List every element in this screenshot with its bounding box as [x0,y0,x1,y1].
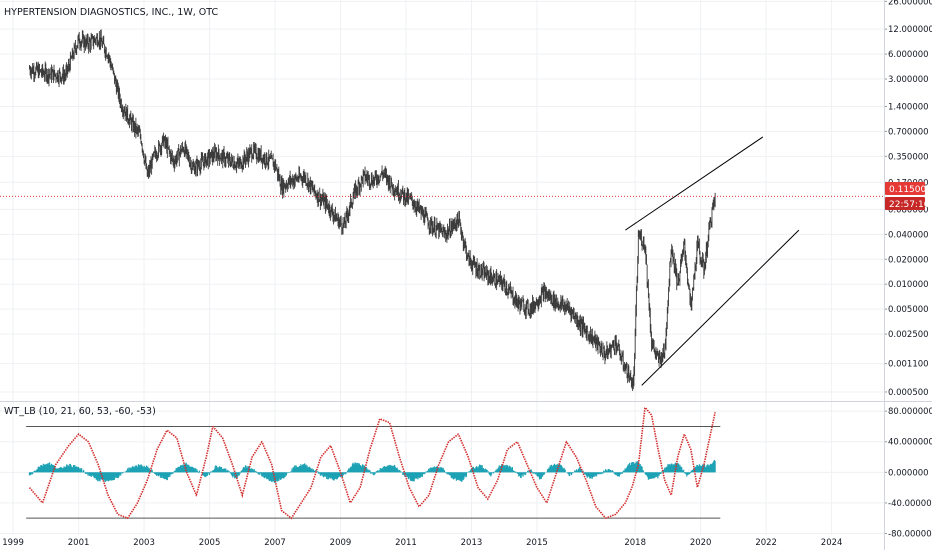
time-tick-label: 2013 [461,538,483,548]
price-tick-label: 0.040000 [888,230,929,240]
trend-channel [0,136,884,386]
channel-upper-line [625,136,764,231]
time-tick-label: 2018 [624,538,646,548]
time-tick-label: 2022 [755,538,777,548]
price-tick-label: 6.000000 [888,50,929,60]
countdown-badge: 22:57:10 [885,197,930,210]
price-tick-label: 0.002500 [888,330,929,340]
price-tick-label: 0.020000 [888,255,929,265]
price-tick-label: 1.400000 [888,102,929,112]
price-tick-label: 0.350000 [888,152,929,162]
indicator-label: WT_LB (10, 21, 60, 53, -60, -53) [4,406,156,417]
price-tick-label: 3.000000 [888,75,929,85]
wt1-line [28,406,716,520]
grid [0,0,884,535]
time-tick-label: 2005 [199,538,221,548]
channel-lower-line [641,229,800,386]
osc-tick-label: -40.000000 [888,499,932,509]
time-tick-label: 2003 [133,538,155,548]
price-tick-label: 0.000500 [888,388,929,398]
last-price-text: 0.115000 [889,185,932,195]
price-tick-label: 26.000000 [888,0,932,7]
price-tick-label: 0.080000 [888,205,929,215]
time-tick-label: 2011 [395,538,417,548]
time-tick-label: 2024 [821,538,843,548]
time-tick-label: 2001 [68,538,90,548]
chart-title: HYPERTENSION DIAGNOSTICS, INC., 1W, OTC [4,7,218,18]
time-tick-label: 2015 [526,538,548,548]
time-tick-label: 2020 [690,538,712,548]
last-price-badge: 0.115000 [885,182,932,195]
price-tick-label: 0.005000 [888,305,929,315]
time-tick-label: 2007 [264,538,286,548]
osc-tick-label: -80.000000 [888,529,932,539]
osc-tick-label: 40.000000 [888,438,932,448]
price-tick-label: 12.000000 [888,25,932,35]
time-tick-label: 2009 [330,538,352,548]
countdown-text: 22:57:10 [889,200,930,210]
wt-oscillator [26,406,721,520]
price-candles [29,29,716,392]
price-tick-label: 0.010000 [888,280,929,290]
price-tick-label: 0.700000 [888,127,929,137]
osc-tick-label: 0.000000 [888,468,929,478]
price-tick-label: 0.001100 [888,360,929,370]
osc-tick-label: 80.000000 [888,407,932,417]
time-tick-label: 1999 [2,538,24,548]
